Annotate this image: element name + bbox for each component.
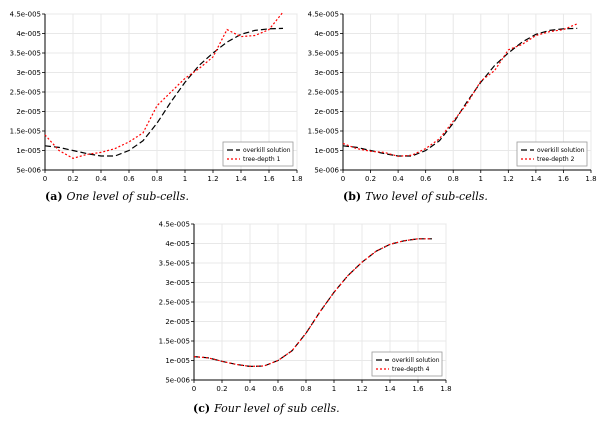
chart-c-x-tick-label: 1.4 (384, 385, 396, 393)
chart-b-y-tick-label: 4.5e-005 (308, 11, 339, 19)
chart-a-x-tick-label: 1.2 (207, 175, 218, 183)
chart-c-legend-label: overkill solution (392, 357, 440, 364)
chart-b-y-tick-label: 5e-006 (314, 167, 339, 175)
chart-c-legend (371, 351, 443, 377)
chart-c-y-tick-label: 2.5e-005 (159, 299, 190, 307)
chart-a-x-tick-label: 0 (43, 175, 47, 183)
chart-a-x-tick-label: 1.4 (235, 175, 247, 183)
chart-c-x-tick-label: 1.2 (356, 385, 367, 393)
caption-b: (b) Two level of sub-cells. (343, 190, 488, 203)
caption-c-label: (c) (193, 402, 211, 415)
chart-c-x-tick-label: 0.2 (216, 385, 227, 393)
chart-c-x-tick-label: 0.6 (272, 385, 284, 393)
chart-a-x-tick-label: 0.2 (67, 175, 78, 183)
chart-b-legend-label: overkill solution (537, 147, 585, 154)
chart-b-x-tick-label: 1.6 (558, 175, 570, 183)
chart-c-x-tick-label: 1.8 (440, 385, 451, 393)
chart-a-y-tick-label: 4.5e-005 (10, 11, 41, 19)
chart-c-x-tick-label: 1.6 (412, 385, 424, 393)
chart-b-y-tick-label: 2.5e-005 (308, 89, 339, 97)
caption-a: (a) One level of sub-cells. (45, 190, 189, 203)
chart-a-y-tick-label: 4e-005 (16, 30, 41, 38)
chart-c-series-2-line (193, 238, 432, 368)
chart-a-y-tick-label: 2.5e-005 (10, 89, 41, 97)
chart-b-y-tick-label: 1.5e-005 (308, 128, 339, 136)
chart-c-x-tick-label: 0.4 (244, 385, 256, 393)
chart-c-y-tick-label: 4.5e-005 (159, 221, 190, 229)
chart-b-x-tick-label: 1.8 (585, 175, 596, 183)
chart-b-y-tick-label: 1e-005 (314, 147, 339, 155)
chart-c-y-tick-label: 4e-005 (165, 240, 190, 248)
chart-a-x-tick-label: 1.8 (291, 175, 302, 183)
chart-b-legend (516, 141, 588, 167)
chart-c-x-tick-label: 1 (332, 385, 336, 393)
chart-a-legend-label: tree-depth 1 (243, 156, 281, 163)
caption-a-text: One level of sub-cells. (66, 190, 189, 203)
chart-a-y-tick-label: 1.5e-005 (10, 128, 41, 136)
chart-c-y-tick-label: 1e-005 (165, 357, 190, 365)
chart-b-series-2-line (342, 23, 578, 157)
caption-b-text: Two level of sub-cells. (365, 190, 488, 203)
chart-a-x-tick-label: 1.6 (263, 175, 275, 183)
chart-a-legend (222, 141, 294, 167)
chart-b-x-tick-label: 1 (479, 175, 483, 183)
caption-b-label: (b) (343, 190, 362, 203)
chart-a-x-tick-label: 0.4 (95, 175, 107, 183)
chart-a-y-tick-label: 3e-005 (16, 69, 41, 77)
caption-c: (c) Four level of sub cells. (193, 402, 340, 415)
caption-c-text: Four level of sub cells. (214, 402, 340, 415)
chart-c-y-tick-label: 3.5e-005 (159, 260, 190, 268)
chart-b-x-tick-label: 1.4 (530, 175, 542, 183)
chart-b-y-tick-label: 3.5e-005 (308, 50, 339, 58)
chart-a-y-tick-label: 1e-005 (16, 147, 41, 155)
chart-a-x-tick-label: 0.8 (151, 175, 162, 183)
chart-c-y-tick-label: 2e-005 (165, 318, 190, 326)
chart-b-x-tick-label: 0.8 (448, 175, 459, 183)
chart-c-x-tick-label: 0 (192, 385, 196, 393)
chart-b-x-tick-label: 0 (341, 175, 345, 183)
chart-a-x-tick-label: 1 (183, 175, 187, 183)
chart-b-y-tick-label: 2e-005 (314, 108, 339, 116)
chart-c-legend-label: tree-depth 4 (392, 366, 430, 373)
chart-a-y-tick-label: 2e-005 (16, 108, 41, 116)
chart-b-y-tick-label: 3e-005 (314, 69, 339, 77)
chart-a-series-2-line (44, 11, 284, 159)
caption-a-label: (a) (45, 190, 63, 203)
chart-b-x-tick-label: 0.4 (393, 175, 405, 183)
chart-b-y-tick-label: 4e-005 (314, 30, 339, 38)
chart-a-y-tick-label: 5e-006 (16, 167, 41, 175)
chart-a-legend-label: overkill solution (243, 147, 291, 154)
chart-c-x-tick-label: 0.8 (300, 385, 311, 393)
chart-a-series-1-line (44, 27, 284, 157)
chart-b-legend-label: tree-depth 2 (537, 156, 575, 163)
chart-c-y-tick-label: 3e-005 (165, 279, 190, 287)
chart-b-x-tick-label: 0.6 (420, 175, 432, 183)
chart-b-x-tick-label: 0.2 (365, 175, 376, 183)
chart-a-y-tick-label: 3.5e-005 (10, 50, 41, 58)
chart-a-x-tick-label: 0.6 (123, 175, 135, 183)
chart-c-y-tick-label: 1.5e-005 (159, 338, 190, 346)
chart-c-y-tick-label: 5e-006 (165, 377, 190, 385)
chart-b-x-tick-label: 1.2 (503, 175, 514, 183)
